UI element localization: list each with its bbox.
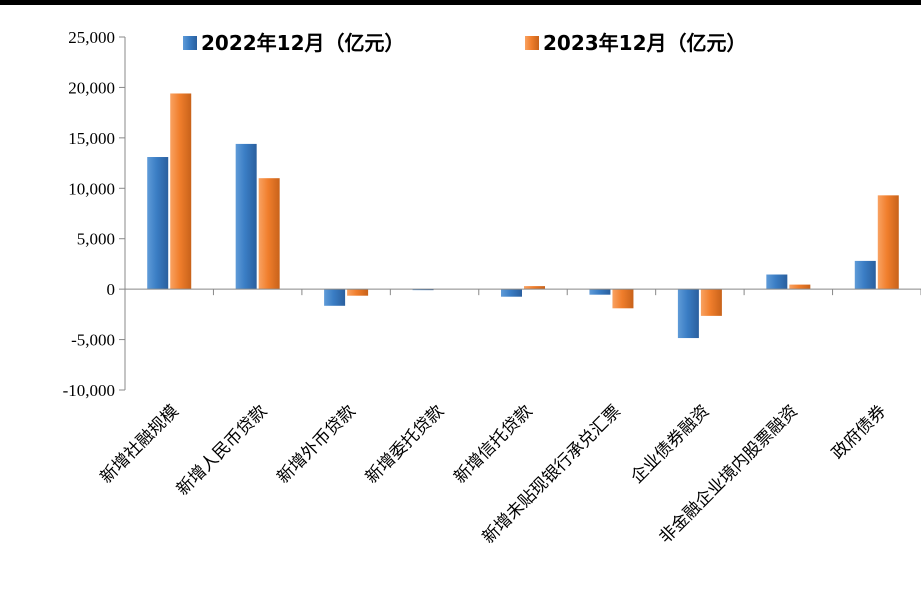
y-tick-label: 5,000	[77, 230, 115, 249]
bar-series-2-7	[789, 284, 811, 290]
y-tick-label: 15,000	[68, 129, 115, 148]
x-category-label: 新增外币贷款	[273, 401, 359, 487]
top-rule	[0, 0, 921, 5]
legend-swatch-1	[183, 36, 197, 50]
bar-series-1-7	[766, 274, 788, 290]
bar-series-2-1	[258, 178, 280, 290]
legend: 2022年12月（亿元） 2023年12月（亿元）	[183, 31, 747, 55]
bar-series-2-6	[700, 289, 722, 316]
x-category-label: 新增信托贷款	[450, 401, 536, 487]
bars	[147, 93, 899, 339]
x-category-label: 新增社融规模	[96, 401, 182, 487]
x-category-label: 新增委托贷款	[362, 401, 448, 487]
bar-series-1-5	[589, 289, 611, 295]
x-category-label: 新增人民币贷款	[173, 401, 271, 499]
bar-series-1-4	[501, 289, 522, 297]
bar-series-2-8	[877, 195, 899, 290]
bar-series-2-4	[524, 286, 545, 290]
y-axis: 25,000 20,000 15,000 10,000 5,000 0 -5,000 -10,…	[63, 28, 126, 400]
bar-series-1-0	[147, 157, 169, 290]
y-tick-label: 10,000	[68, 179, 115, 198]
legend-label-1: 2022年12月（亿元）	[201, 31, 405, 55]
y-tick-label: -5,000	[71, 331, 115, 350]
legend-swatch-2	[525, 36, 539, 50]
y-tick-label: 20,000	[68, 78, 115, 97]
x-axis	[124, 288, 921, 296]
y-tick-label: -10,000	[63, 381, 115, 400]
bar-series-2-0	[170, 93, 192, 290]
bar-series-1-1	[235, 143, 257, 290]
y-tick-label: 25,000	[68, 28, 115, 47]
legend-label-2: 2023年12月（亿元）	[543, 31, 747, 55]
bar-series-1-2	[324, 289, 346, 306]
bar-series-1-6	[677, 289, 699, 339]
y-tick-label: 0	[107, 280, 116, 299]
bar-series-2-2	[347, 289, 369, 296]
x-category-label: 政府债券	[828, 401, 890, 463]
bar-series-2-5	[612, 289, 634, 309]
bar-series-1-8	[854, 260, 876, 290]
x-category-label: 企业债券融资	[627, 401, 713, 487]
